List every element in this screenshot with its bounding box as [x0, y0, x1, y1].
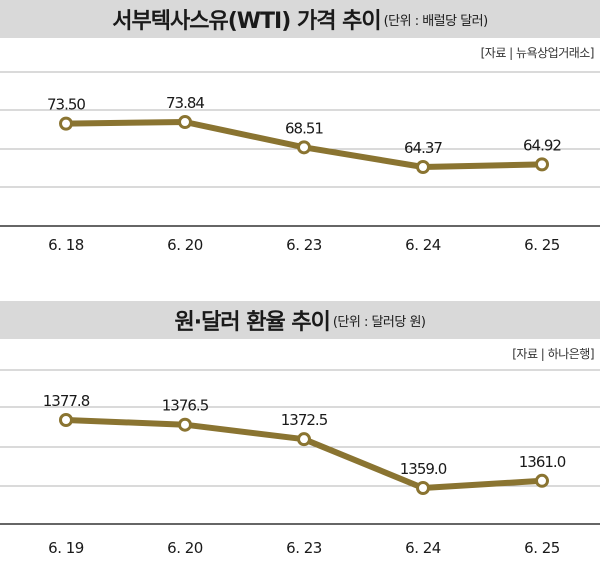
chart2-data-point [535, 473, 549, 488]
chart2-data-label: 1377.8 [43, 392, 90, 410]
chart2-series-line [63, 417, 545, 491]
chart1-data-point [297, 140, 311, 155]
chart1-source: [자료 | 뉴욕상업거래소] [480, 46, 595, 60]
chart1-tick-label: 6. 20 [167, 236, 203, 254]
chart1-data-label: 68.51 [285, 119, 323, 137]
chart1-data-point [416, 160, 430, 174]
chart1-data-point [535, 157, 549, 172]
chart1-plot: 73.50 6. 18 73.84 6. 20 68.51 6. 23 64.37 6. 24… [0, 71, 600, 254]
chart1-title: 서부텍사스유(WTI) 가격 추이 [112, 9, 381, 34]
chart1-tick-label: 6. 18 [48, 236, 84, 254]
chart1-data-label: 73.84 [166, 94, 204, 112]
chart2-data-point [178, 417, 192, 432]
chart2-data-label: 1359.0 [400, 460, 447, 478]
chart1-data-label: 64.37 [404, 139, 442, 157]
chart2-tick-label: 6. 25 [524, 539, 560, 557]
chart1-data-point [178, 115, 192, 129]
chart2-title-bar: 원·달러 환율 추이 (단위 : 달러당 원) [0, 301, 600, 339]
chart2-tick-label: 6. 19 [48, 539, 84, 557]
chart1-data-label: 73.50 [47, 96, 85, 114]
chart1-tick-label: 6. 24 [405, 236, 441, 254]
chart2-data-label: 1372.5 [281, 411, 328, 429]
chart2-plot: 1377.8 6. 19 1376.5 6. 20 1372.5 6. 23 1359.0 6… [0, 369, 600, 557]
chart2-title: 원·달러 환율 추이 [174, 310, 330, 335]
chart2-data-point [416, 481, 430, 495]
chart2-unit: (단위 : 달러당 원) [332, 314, 426, 330]
chart2-data-point [59, 413, 73, 427]
chart2-data-label: 1376.5 [162, 397, 209, 415]
chart1-data-point [59, 116, 73, 131]
chart1-unit: (단위 : 배럴당 달러) [383, 13, 489, 29]
chart2-tick-label: 6. 20 [167, 539, 203, 557]
chart1-title-bar: 서부텍사스유(WTI) 가격 추이 (단위 : 배럴당 달러) [0, 0, 600, 38]
chart2-data-label: 1361.0 [519, 453, 566, 471]
chart1-data-label: 64.92 [523, 136, 561, 154]
chart2-source: [자료 | 하나은행] [512, 347, 594, 361]
chart2-data-point [297, 432, 311, 447]
chart2-tick-label: 6. 23 [286, 539, 322, 557]
chart1-tick-label: 6. 23 [286, 236, 322, 254]
chart2-tick-label: 6. 24 [405, 539, 441, 557]
chart1-tick-label: 6. 25 [524, 236, 560, 254]
